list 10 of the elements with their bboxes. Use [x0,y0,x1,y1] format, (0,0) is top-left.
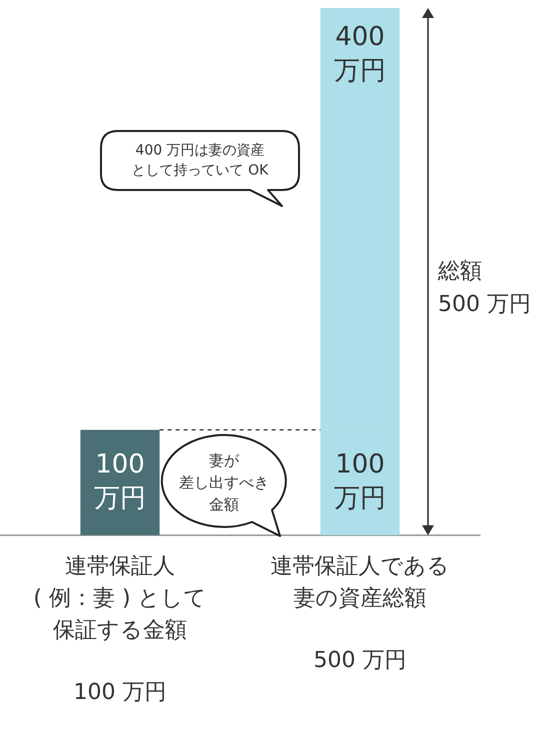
annotation: 400 万円は妻の資産として持っていて OK [132,142,268,181]
data-label: 100 万円 [94,449,146,514]
x-tick-label: 連帯保証人である妻の資産総額 [270,554,450,611]
text: 500 万円 [314,647,406,676]
data-label: 100 万円 [334,449,386,514]
x-tick-label: 連帯保証人( 例：妻 ) として保証する金額 [33,554,207,643]
annotation: 妻が差し出すべき金額 [179,450,269,515]
annotation: 総額500 万円 [438,258,531,319]
data-label: 400 万円 [334,22,386,86]
text: 100 万円 [74,679,166,708]
